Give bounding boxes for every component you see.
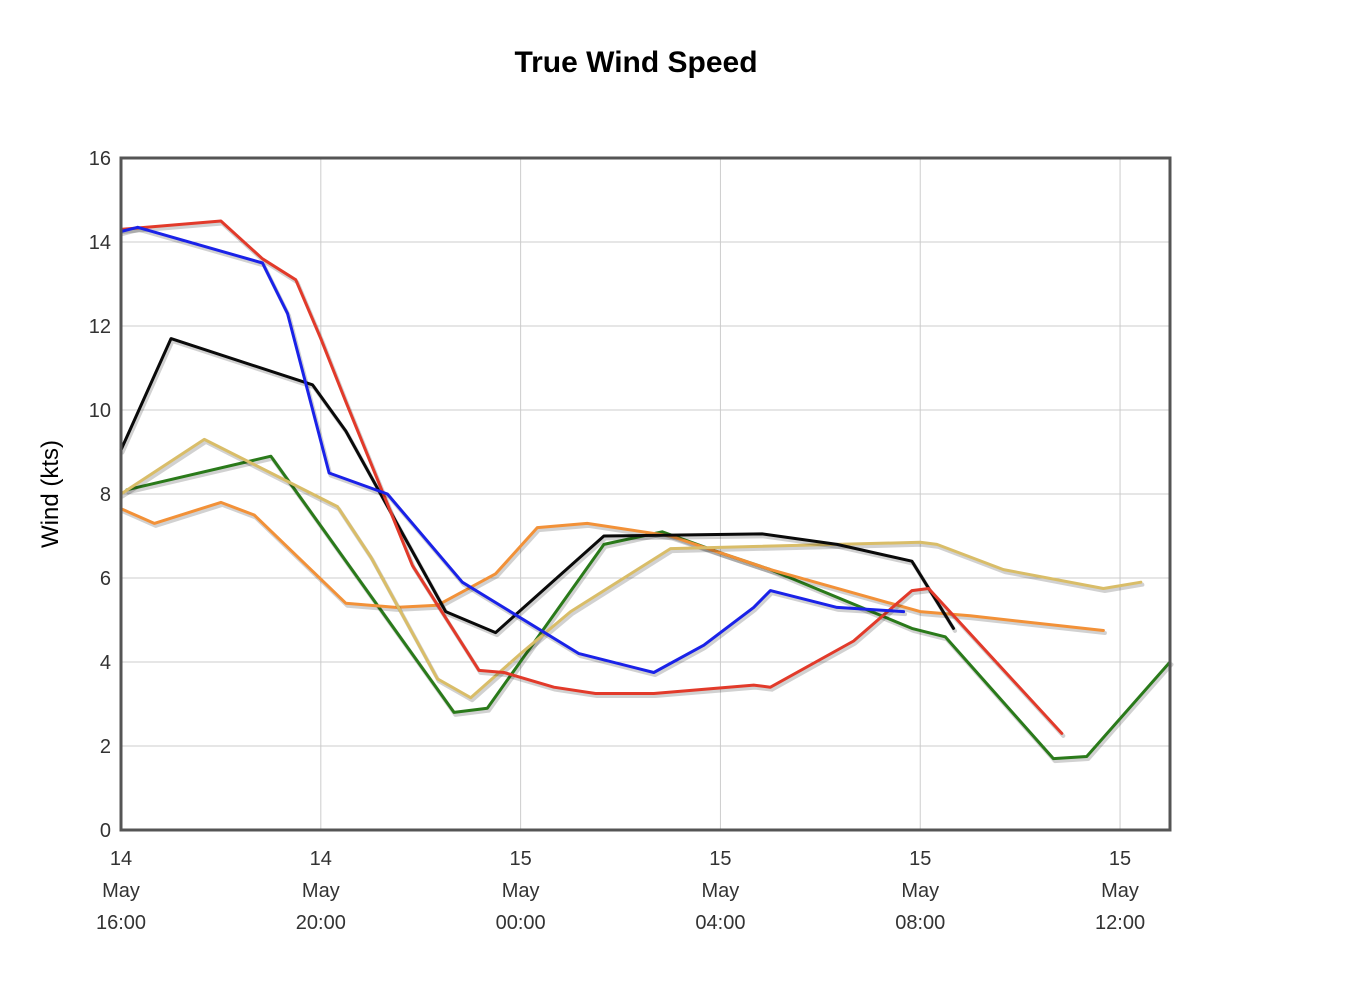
x-tick-labels: 14 May 16:00 14 May 20:00 15 May 00:00 15 May 04:00… — [96, 848, 1145, 934]
chart-title: True Wind Speed — [514, 46, 757, 79]
y-tick-label: 4 — [100, 652, 111, 674]
series-line — [119, 337, 955, 635]
series-line — [119, 225, 906, 674]
series-line-shadow — [126, 456, 1174, 764]
x-tick-label: 15 May 04:00 — [695, 848, 745, 934]
x-tick-month: May — [502, 880, 540, 902]
series-2 — [119, 437, 1145, 703]
x-tick-day: 15 — [1109, 848, 1131, 870]
series-line-shadow — [120, 227, 908, 677]
x-tick-day: 14 — [310, 848, 332, 870]
x-tick-month: May — [102, 880, 140, 902]
x-tick-day: 15 — [909, 848, 931, 870]
series-line-shadow — [120, 339, 957, 638]
y-tick-label: 0 — [100, 820, 111, 842]
series-line — [125, 454, 1172, 761]
series-5 — [119, 225, 908, 677]
series-1 — [119, 500, 1107, 635]
x-tick-time: 08:00 — [895, 912, 945, 934]
series-line-shadow — [120, 502, 1107, 635]
x-tick-label: 14 May 20:00 — [296, 848, 346, 934]
y-tick-label: 16 — [89, 148, 111, 170]
y-tick-label: 12 — [89, 316, 111, 338]
series-4 — [119, 219, 1066, 738]
y-tick-labels: 0 2 4 6 8 10 12 14 16 — [89, 148, 111, 842]
y-tick-label: 2 — [100, 736, 111, 758]
x-tick-month: May — [302, 880, 340, 902]
x-tick-day: 14 — [110, 848, 132, 870]
y-tick-label: 10 — [89, 400, 111, 422]
x-tick-day: 15 — [509, 848, 531, 870]
x-tick-month: May — [1101, 880, 1139, 902]
x-tick-day: 15 — [709, 848, 731, 870]
y-tick-label: 6 — [100, 568, 111, 590]
series-layer — [119, 219, 1174, 764]
x-tick-label: 15 May 12:00 — [1095, 848, 1145, 934]
x-tick-time: 00:00 — [496, 912, 546, 934]
x-tick-label: 14 May 16:00 — [96, 848, 146, 934]
series-0 — [125, 454, 1174, 764]
x-tick-time: 16:00 — [96, 912, 146, 934]
plot-frame — [119, 156, 1172, 832]
x-tick-label: 15 May 00:00 — [496, 848, 546, 934]
x-tick-label: 15 May 08:00 — [895, 848, 945, 934]
x-tick-time: 20:00 — [296, 912, 346, 934]
x-tick-month: May — [702, 880, 740, 902]
series-line — [119, 500, 1105, 632]
y-axis-label: Wind (kts) — [37, 440, 64, 548]
y-tick-label: 14 — [89, 232, 111, 254]
x-tick-month: May — [901, 880, 939, 902]
y-tick-label: 8 — [100, 484, 111, 506]
grid-lines — [121, 158, 1170, 830]
series-line — [119, 219, 1064, 735]
x-tick-time: 04:00 — [695, 912, 745, 934]
x-tick-time: 12:00 — [1095, 912, 1145, 934]
series-3 — [119, 337, 957, 638]
